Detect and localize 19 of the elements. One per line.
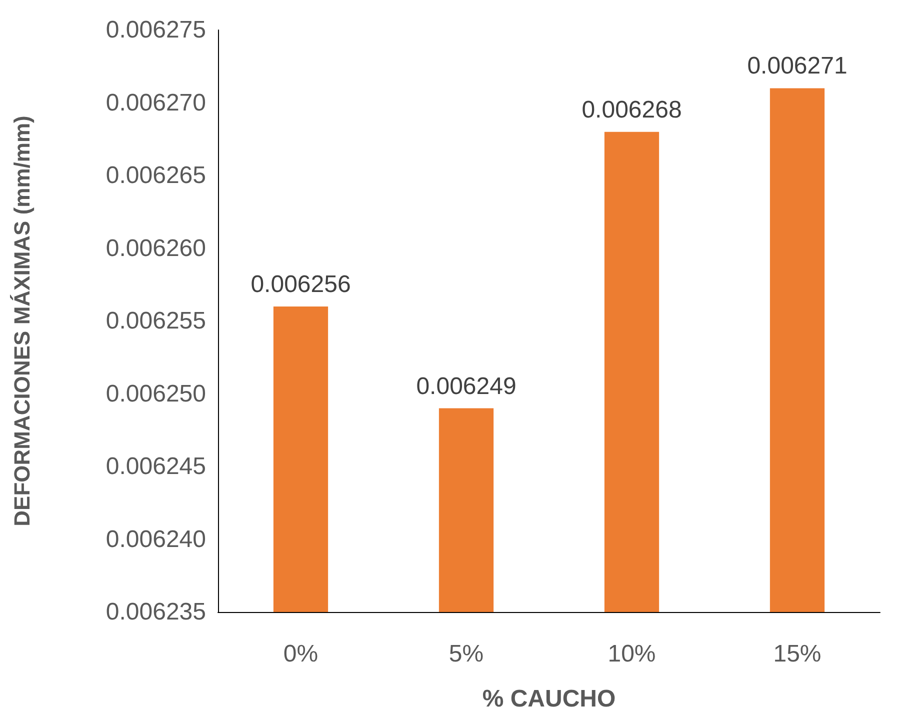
y-tick-label: 0.006245 bbox=[106, 453, 206, 480]
x-tick-label: 5% bbox=[448, 640, 484, 668]
y-tick-label: 0.006255 bbox=[106, 308, 206, 334]
data-label: 0.006271 bbox=[747, 52, 848, 80]
y-tick-label: 0.006265 bbox=[106, 162, 206, 189]
y-axis-title: DEFORMACIONES MÁXIMAS (mm/mm) bbox=[10, 116, 34, 526]
y-tick-label: 0.006240 bbox=[106, 526, 206, 553]
data-label: 0.006249 bbox=[416, 372, 516, 400]
y-tick-label: 0.006235 bbox=[106, 598, 206, 626]
x-tick-label: 0% bbox=[283, 640, 318, 668]
y-tick-label: 0.006260 bbox=[106, 234, 206, 262]
data-label: 0.006268 bbox=[582, 96, 682, 124]
data-label: 0.006256 bbox=[250, 270, 351, 298]
y-tick-label: 0.006275 bbox=[106, 16, 206, 44]
x-tick-label: 10% bbox=[608, 640, 656, 668]
y-tick-label: 0.006270 bbox=[106, 89, 206, 116]
y-tick-label: 0.006250 bbox=[106, 380, 206, 408]
x-tick-label: 15% bbox=[773, 640, 822, 668]
x-axis-title: % CAUCHO bbox=[482, 686, 616, 712]
